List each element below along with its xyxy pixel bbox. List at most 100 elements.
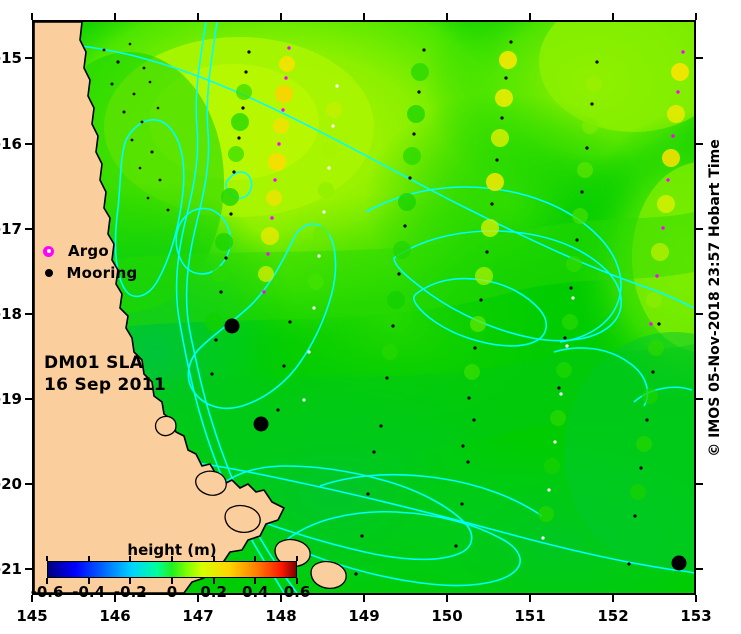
y-axis-tick: [25, 142, 32, 145]
y-axis-tick: [25, 312, 32, 315]
x-axis-tick: [446, 595, 448, 602]
colorbar-tick: [171, 578, 173, 584]
colorbar-tick-top: [212, 556, 215, 561]
satellite-track: [538, 296, 578, 540]
y-axis-tick-right: [696, 312, 703, 315]
x-axis-tick-top: [114, 13, 116, 20]
colorbar-tick-top: [129, 556, 132, 561]
plot-title-line-2: 16 Sep 2011: [44, 375, 167, 395]
y-axis-label: -15: [0, 49, 22, 68]
x-axis-tick-top: [695, 13, 697, 20]
colorbar-tick-top: [254, 556, 257, 561]
y-axis-tick: [25, 57, 32, 60]
x-axis-tick-top: [197, 13, 199, 20]
colorbar-tick-label: 0.4: [242, 583, 269, 601]
x-axis-label: 146: [99, 607, 131, 625]
x-axis-label: 152: [597, 607, 629, 625]
colorbar-tick: [129, 578, 132, 584]
y-axis-tick: [25, 483, 32, 486]
x-axis-tick-top: [31, 13, 33, 20]
colorbar-tick: [254, 578, 257, 584]
map-legend: Argo Mooring: [40, 240, 137, 284]
colorbar-tick-label: 0: [166, 583, 178, 601]
credit-text-container: © IMOS 05-Nov-2018 23:57 Hobart Time: [700, 0, 730, 595]
x-axis-tick-top: [280, 13, 282, 20]
satellite-track: [557, 60, 602, 390]
y-axis-label: -20: [0, 475, 22, 494]
x-axis-label: 147: [182, 607, 214, 625]
x-axis-tick: [197, 595, 199, 602]
x-axis-tick-top: [446, 13, 448, 20]
y-axis-tick-right: [696, 398, 703, 401]
y-axis-tick-right: [696, 568, 703, 571]
map-svg: [34, 22, 694, 593]
x-axis-label: 151: [514, 607, 546, 625]
x-axis-label: 153: [680, 607, 712, 625]
x-axis-tick: [529, 595, 531, 602]
plot-title-block: DM01 SLA 16 Sep 2011: [44, 352, 166, 396]
colorbar-tick-top: [296, 556, 298, 561]
colorbar-tick-label: -0.2: [113, 583, 147, 601]
colorbar-tick: [87, 578, 90, 584]
map-plot-area: [32, 20, 696, 595]
satellite-tracks: [205, 40, 689, 576]
legend-item-mooring: Mooring: [40, 262, 137, 284]
y-axis-tick-right: [696, 142, 703, 145]
x-axis-tick-top: [612, 13, 614, 20]
x-axis-tick: [280, 595, 282, 602]
x-axis-label: 145: [16, 607, 48, 625]
x-axis-tick: [612, 595, 614, 602]
x-axis-label: 149: [348, 607, 380, 625]
satellite-track: [302, 84, 342, 402]
satellite-track: [258, 46, 295, 294]
argo-circle-marker-icon: [43, 245, 54, 257]
colorbar-tick-label: 0.2: [200, 583, 227, 601]
x-axis-tick-top: [529, 13, 531, 20]
x-axis-tick-top: [363, 13, 365, 20]
y-axis-label: -21: [0, 560, 22, 579]
satellite-track: [276, 320, 476, 576]
colorbar-title: height (m): [127, 541, 217, 559]
colorbar-tick: [46, 578, 48, 584]
mooring-marker: [671, 555, 687, 571]
y-axis-tick: [25, 568, 32, 571]
mooring-markers: [224, 318, 687, 571]
y-axis-label: -16: [0, 134, 22, 153]
y-axis-label: -19: [0, 390, 22, 409]
mooring-marker: [224, 318, 240, 334]
y-axis-tick-right: [696, 57, 703, 60]
y-axis-tick-right: [696, 483, 703, 486]
colorbar-tick-label: 0.6: [283, 583, 311, 601]
mooring-dot-marker-icon: [44, 269, 53, 277]
y-axis-tick-right: [696, 227, 703, 230]
legend-label-argo: Argo: [68, 242, 109, 260]
satellite-track: [205, 50, 252, 376]
x-axis-tick: [363, 595, 365, 602]
x-axis-tick: [695, 595, 697, 602]
x-axis-tick: [31, 595, 33, 602]
satellite-track: [646, 50, 689, 326]
colorbar-tick-top: [171, 556, 173, 561]
colorbar-tick-top: [46, 556, 48, 561]
x-axis-tick: [114, 595, 116, 602]
satellite-track: [379, 48, 429, 428]
y-axis-label: -18: [0, 304, 22, 323]
legend-label-mooring: Mooring: [66, 264, 138, 282]
plot-title-line-1: DM01 SLA: [44, 353, 144, 373]
colorbar-gradient: [47, 561, 297, 578]
sla-field: [34, 22, 694, 593]
colorbar-tick: [296, 578, 298, 584]
y-axis-tick: [25, 227, 32, 230]
x-axis-label: 148: [265, 607, 297, 625]
colorbar-tick-label: -0.6: [30, 583, 64, 601]
legend-item-argo: Argo: [40, 240, 137, 262]
y-axis-tick: [25, 398, 32, 401]
colorbar-tick: [212, 578, 215, 584]
satellite-track: [461, 40, 517, 448]
colorbar-tick-top: [87, 556, 90, 561]
y-axis-label: -17: [0, 219, 22, 238]
colorbar-tick-label: -0.4: [72, 583, 106, 601]
satellite-track: [627, 322, 664, 566]
mooring-marker: [253, 416, 269, 432]
